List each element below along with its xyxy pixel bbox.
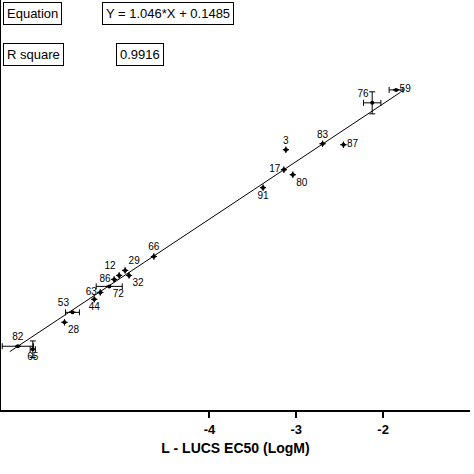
svg-text:-3: -3 bbox=[291, 422, 303, 437]
svg-text:65: 65 bbox=[27, 351, 39, 362]
svg-text:-4: -4 bbox=[204, 422, 216, 437]
svg-text:0.9916: 0.9916 bbox=[120, 47, 160, 62]
svg-text:59: 59 bbox=[400, 83, 412, 94]
svg-text:28: 28 bbox=[68, 324, 80, 335]
svg-text:-2: -2 bbox=[377, 422, 389, 437]
svg-text:87: 87 bbox=[347, 138, 359, 149]
svg-text:3: 3 bbox=[283, 135, 289, 146]
svg-text:82: 82 bbox=[12, 331, 24, 342]
svg-text:L - LUCS EC50 (LogM): L - LUCS EC50 (LogM) bbox=[161, 440, 309, 456]
svg-text:91: 91 bbox=[257, 190, 269, 201]
svg-text:86: 86 bbox=[100, 273, 112, 284]
svg-text:17: 17 bbox=[269, 163, 281, 174]
svg-text:R square: R square bbox=[7, 47, 60, 62]
svg-text:Equation: Equation bbox=[7, 6, 58, 21]
svg-text:32: 32 bbox=[133, 277, 145, 288]
svg-text:Y = 1.046*X + 0.1485: Y = 1.046*X + 0.1485 bbox=[106, 6, 230, 21]
svg-text:63: 63 bbox=[86, 286, 98, 297]
svg-text:66: 66 bbox=[148, 241, 160, 252]
svg-text:76: 76 bbox=[358, 88, 370, 99]
svg-text:72: 72 bbox=[113, 288, 125, 299]
svg-text:29: 29 bbox=[129, 255, 141, 266]
svg-text:80: 80 bbox=[296, 177, 308, 188]
svg-text:83: 83 bbox=[317, 129, 329, 140]
svg-text:12: 12 bbox=[104, 260, 116, 271]
svg-text:53: 53 bbox=[58, 297, 70, 308]
svg-text:44: 44 bbox=[89, 301, 101, 312]
